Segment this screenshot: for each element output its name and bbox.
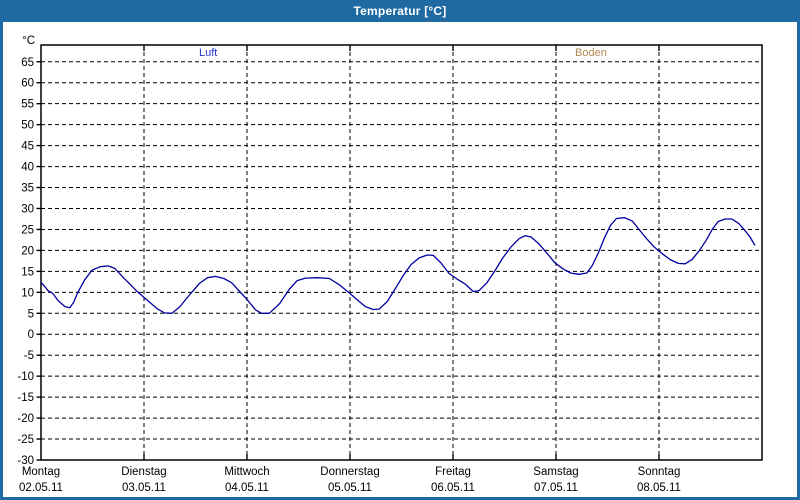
date-label: 06.05.11 (431, 482, 475, 494)
y-tick-label: 35 (21, 183, 34, 195)
date-label: 08.05.11 (637, 482, 681, 494)
y-tick-label: 20 (21, 245, 34, 257)
y-tick-label: -5 (24, 350, 34, 362)
date-label: 02.05.11 (19, 482, 63, 494)
date-label: 05.05.11 (328, 482, 372, 494)
day-label: Dienstag (121, 466, 166, 478)
date-label: 07.05.11 (534, 482, 578, 494)
y-tick-label: -20 (17, 413, 34, 425)
date-label: 03.05.11 (122, 482, 166, 494)
y-tick-label: 5 (28, 308, 34, 320)
y-axis-unit-label: °C (22, 35, 35, 47)
day-label: Freitag (435, 466, 471, 478)
y-tick-label: 15 (21, 266, 34, 278)
day-label: Donnerstag (320, 466, 379, 478)
y-tick-label: 50 (21, 120, 34, 132)
y-tick-label: 55 (21, 99, 34, 111)
window-title: Temperatur [°C] (353, 4, 447, 18)
y-tick-label: 40 (21, 162, 34, 174)
y-tick-label: -15 (17, 392, 34, 404)
y-tick-label: 60 (21, 78, 34, 90)
day-label: Samstag (533, 466, 578, 478)
window-titlebar[interactable]: Temperatur [°C] (0, 0, 800, 22)
y-tick-label: -10 (17, 371, 34, 383)
legend-label-luft[interactable]: Luft (199, 47, 218, 59)
legend-label-boden[interactable]: Boden (575, 47, 607, 59)
y-tick-label: 65 (21, 57, 34, 69)
date-label: 04.05.11 (225, 482, 269, 494)
day-label: Montag (22, 466, 60, 478)
y-tick-label: 0 (28, 329, 34, 341)
day-label: Mittwoch (224, 466, 269, 478)
y-tick-label: -30 (17, 455, 34, 467)
chart-panel: 65 60 55 50 45 40 35 30 25 20 15 10 5 0 -5 -10 -15 -20 -25… (3, 22, 797, 497)
plot-frame (40, 44, 763, 461)
y-tick-label: 25 (21, 224, 34, 236)
y-tick-label: 10 (21, 287, 34, 299)
day-label: Sonntag (638, 466, 681, 478)
y-tick-label: 45 (21, 141, 34, 153)
temperature-curve-luft (40, 217, 756, 314)
y-tick-label: -25 (17, 434, 34, 446)
y-tick-label: 30 (21, 203, 34, 215)
